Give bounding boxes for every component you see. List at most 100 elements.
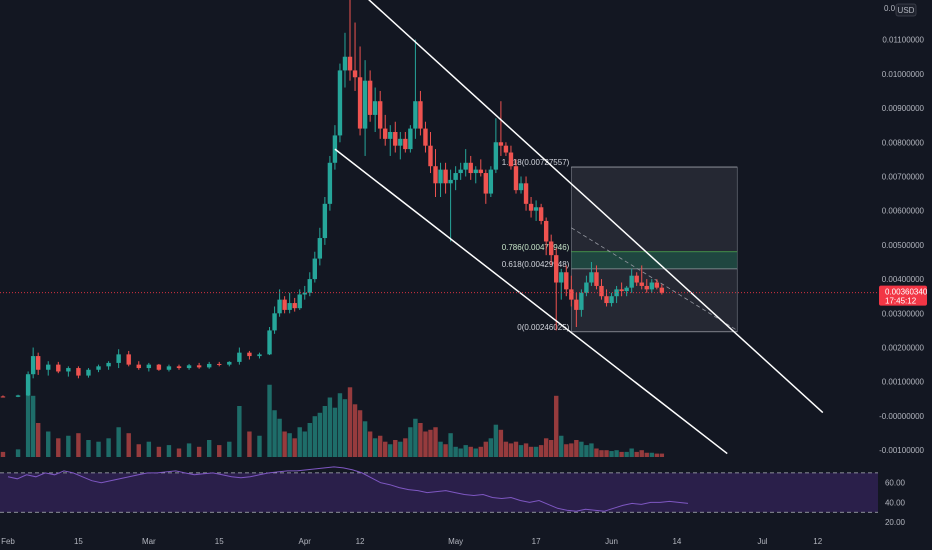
price-tick-label: 0.00700000 <box>882 172 925 181</box>
candle-body <box>30 356 36 375</box>
candle-body <box>619 289 624 292</box>
rsi-level-label: 20.00 <box>885 518 906 527</box>
volume-bar <box>513 441 519 457</box>
candle-body <box>579 292 584 310</box>
channel-lower-line[interactable] <box>334 148 728 455</box>
candle-body <box>126 354 131 365</box>
volume-bar <box>76 433 81 457</box>
candle-body <box>599 285 604 297</box>
candle-body <box>372 101 378 115</box>
candle-body <box>297 294 302 309</box>
candle-body <box>659 287 665 293</box>
candle-body <box>227 361 232 365</box>
candle-body <box>342 56 348 71</box>
volume-bar <box>584 445 589 457</box>
last-price-tag <box>879 285 927 306</box>
volume-bar <box>443 444 448 457</box>
volume-bar <box>342 399 348 457</box>
volume-bar <box>332 407 338 457</box>
volume-bar <box>433 427 438 457</box>
volume-bar <box>267 384 272 457</box>
price-tick-label: 0.00900000 <box>882 104 925 113</box>
candle-body <box>488 169 494 194</box>
volume-bar <box>468 446 473 457</box>
price-axis[interactable]: 0.01100000 0.01000000 0.00900000 0.00800000… <box>879 3 928 527</box>
candle-body <box>478 169 483 174</box>
volume-bar <box>589 443 594 457</box>
candle-body <box>649 282 654 290</box>
volume-bar <box>614 450 619 457</box>
volume-bar <box>624 451 629 457</box>
candle-body <box>564 272 569 290</box>
volume-bar <box>247 431 252 457</box>
candle-body <box>498 142 504 146</box>
candle-body <box>357 77 363 129</box>
volume-bar <box>15 449 21 457</box>
candle-body <box>644 285 649 290</box>
price-tick-label: -0.00000000 <box>879 412 924 421</box>
volume-bar <box>498 429 504 457</box>
candle-body <box>322 203 328 239</box>
volume-bar <box>644 452 649 457</box>
candle-body <box>423 128 428 146</box>
price-tick-label: 0.00100000 <box>882 378 925 387</box>
candle-body <box>518 183 524 191</box>
volume-bar <box>136 444 141 457</box>
candle-body <box>166 366 172 370</box>
volume-bar <box>196 446 202 457</box>
volume-bar <box>448 433 453 457</box>
price-tick-label: 0.00500000 <box>882 241 925 250</box>
volume-bar <box>604 450 609 457</box>
time-tick-label: May <box>448 537 463 546</box>
volume-bar <box>156 446 162 457</box>
volume-bar <box>0 451 6 457</box>
candle-body <box>398 138 403 146</box>
fibonacci-box[interactable]: 1.618(0.00727557) 0.786(0.00479946) 0.618(… <box>502 158 738 333</box>
channel-upper-line[interactable] <box>360 0 824 414</box>
candle-body <box>15 395 21 397</box>
candle-body <box>267 330 272 355</box>
candle-body <box>186 365 192 369</box>
time-axis[interactable]: Feb 15 Mar 15 Apr 12 May 17 Jun 14 Jul 12 <box>1 537 823 546</box>
candle-body <box>56 364 61 372</box>
volume-bar <box>458 448 463 457</box>
volume-bar <box>357 410 363 457</box>
volume-bar <box>639 450 644 457</box>
candle-body <box>463 162 468 170</box>
candle-body <box>473 169 478 174</box>
volume-bar <box>634 451 639 457</box>
candle-body <box>327 162 333 204</box>
volume-bar <box>46 431 51 457</box>
candle-body <box>383 128 388 139</box>
currency-badge[interactable] <box>895 3 917 17</box>
volume-bar <box>654 453 660 457</box>
volume-bar <box>559 435 564 457</box>
rsi-line <box>7 466 689 512</box>
time-tick-label: 12 <box>356 537 365 546</box>
candle-body <box>508 152 514 167</box>
time-tick-label: Feb <box>1 537 15 546</box>
fib-box-area[interactable] <box>571 166 738 333</box>
volume-bar <box>30 395 36 457</box>
price-tick-label: 0.00800000 <box>882 138 925 147</box>
candle-body <box>206 363 212 368</box>
volume-bar <box>599 450 604 457</box>
descending-channel[interactable] <box>334 0 824 455</box>
price-tick-label: 0.01000000 <box>882 70 925 79</box>
volume-bar <box>579 441 584 457</box>
volume-bar <box>403 438 408 457</box>
candle-body <box>237 352 242 362</box>
candle-body <box>614 289 619 297</box>
volume-bar <box>186 443 192 457</box>
currency-label: USD <box>898 6 915 15</box>
volume-bar <box>569 443 574 457</box>
candle-body <box>609 296 614 304</box>
candle-body <box>624 287 629 292</box>
candle-body <box>272 313 277 331</box>
volume-bar <box>287 433 292 457</box>
volume-bar <box>282 431 287 457</box>
volume-bar <box>543 438 549 457</box>
candle-body <box>589 272 594 283</box>
